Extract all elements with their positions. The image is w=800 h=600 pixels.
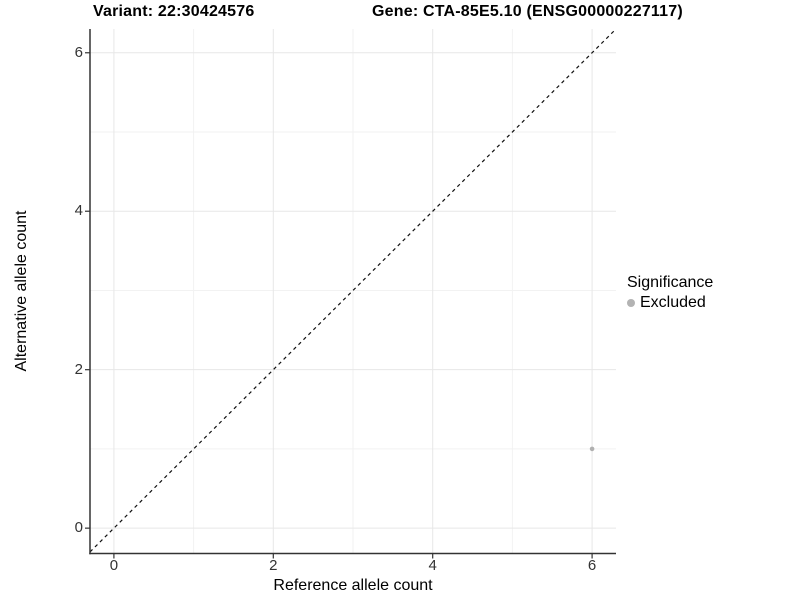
legend-item-excluded: Excluded xyxy=(627,293,713,312)
x-tick-label: 2 xyxy=(269,557,278,574)
legend: Significance Excluded xyxy=(627,273,713,312)
legend-point-icon xyxy=(627,298,635,307)
x-tick-label: 4 xyxy=(428,557,437,574)
chart-title-gene: Gene: CTA-85E5.10 (ENSG00000227117) xyxy=(372,3,683,20)
legend-title: Significance xyxy=(627,274,714,291)
y-tick-label: 6 xyxy=(74,43,83,61)
data-point xyxy=(589,446,595,452)
y-tick-label: 2 xyxy=(74,360,83,378)
legend-item-label: Excluded xyxy=(640,294,706,311)
identity-line xyxy=(89,28,617,553)
x-axis-label: Reference allele count xyxy=(273,577,433,594)
y-tick-label: 4 xyxy=(74,202,83,220)
chart-title-variant: Variant: 22:30424576 xyxy=(93,3,255,20)
y-tick-label: 0 xyxy=(74,519,83,537)
x-tick-label: 6 xyxy=(587,557,597,574)
x-tick-label: 0 xyxy=(109,557,119,574)
